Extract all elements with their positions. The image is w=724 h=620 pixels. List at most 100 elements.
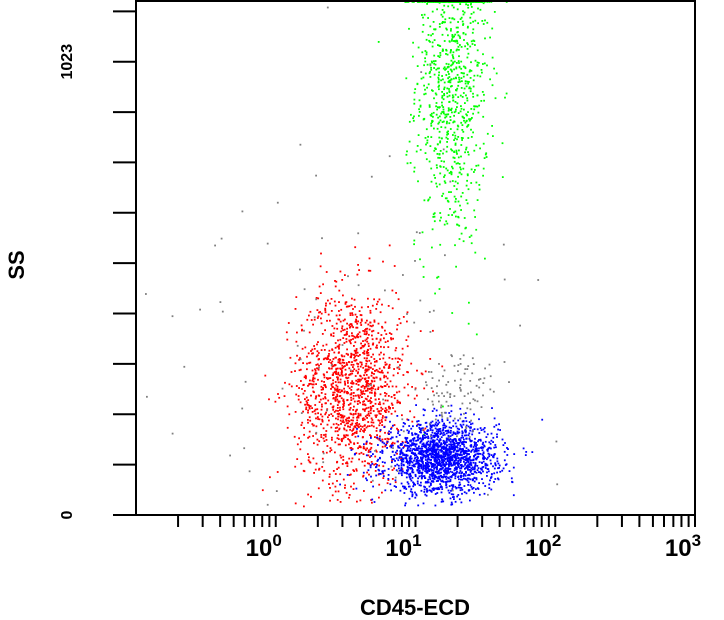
data-point xyxy=(437,106,439,109)
data-point xyxy=(454,101,457,103)
data-point xyxy=(421,14,423,16)
data-point xyxy=(301,388,303,390)
data-point xyxy=(459,386,461,389)
data-point xyxy=(444,453,447,456)
data-point xyxy=(411,476,414,479)
data-point xyxy=(307,352,310,355)
data-point xyxy=(310,495,312,498)
data-point xyxy=(456,470,458,473)
data-point xyxy=(450,69,453,72)
data-point xyxy=(486,448,489,451)
data-point xyxy=(314,404,317,406)
data-point xyxy=(409,455,412,458)
data-point xyxy=(335,388,338,391)
data-point xyxy=(454,445,457,448)
data-point xyxy=(423,118,425,120)
data-point xyxy=(334,398,337,401)
data-point xyxy=(370,389,373,392)
data-point xyxy=(418,484,421,487)
data-point xyxy=(440,13,443,16)
data-point xyxy=(440,450,443,453)
data-point xyxy=(338,362,341,364)
data-point xyxy=(294,362,297,365)
data-point xyxy=(339,320,342,323)
data-point xyxy=(460,436,463,439)
data-point xyxy=(355,348,358,350)
data-point xyxy=(451,485,454,488)
data-point xyxy=(445,452,447,454)
data-point xyxy=(345,362,348,364)
data-point xyxy=(358,452,361,455)
data-point xyxy=(408,473,410,476)
data-point xyxy=(383,426,386,428)
data-point xyxy=(358,400,360,402)
data-point xyxy=(444,443,446,446)
data-point xyxy=(321,457,324,460)
data-point xyxy=(326,6,329,9)
data-point xyxy=(424,454,426,457)
data-point xyxy=(501,469,504,472)
data-point xyxy=(316,343,318,346)
data-point xyxy=(451,312,454,314)
data-point xyxy=(450,410,453,413)
data-point xyxy=(352,338,354,340)
data-point xyxy=(358,378,361,381)
data-point xyxy=(370,362,372,365)
data-point xyxy=(368,387,371,390)
data-point xyxy=(438,445,441,448)
data-point xyxy=(341,440,343,443)
data-point xyxy=(454,459,457,462)
data-point xyxy=(303,288,306,291)
data-point xyxy=(375,337,378,340)
data-point xyxy=(455,466,457,468)
data-point xyxy=(400,457,403,460)
data-point xyxy=(333,391,336,394)
data-point xyxy=(438,468,441,471)
data-point xyxy=(440,500,443,503)
data-point xyxy=(442,427,445,429)
data-point xyxy=(368,359,371,362)
data-point xyxy=(391,469,394,471)
data-point xyxy=(355,394,357,397)
data-point xyxy=(350,323,353,325)
data-point xyxy=(413,437,416,439)
data-point xyxy=(421,477,423,479)
data-point xyxy=(383,469,386,472)
data-point xyxy=(439,483,442,485)
data-point xyxy=(454,422,457,425)
data-point xyxy=(378,412,381,415)
data-point xyxy=(462,92,465,94)
data-point xyxy=(459,448,462,451)
data-point xyxy=(446,450,449,452)
data-point xyxy=(330,334,333,337)
data-point xyxy=(336,430,339,433)
data-point xyxy=(336,395,339,398)
data-point xyxy=(449,475,452,478)
data-point xyxy=(473,467,476,469)
data-point xyxy=(330,388,332,390)
data-point xyxy=(339,381,342,384)
data-point xyxy=(441,21,444,23)
data-point xyxy=(360,361,363,364)
data-point xyxy=(384,409,386,412)
data-point xyxy=(449,435,452,438)
data-point xyxy=(355,430,358,433)
data-point xyxy=(431,45,434,48)
data-point xyxy=(398,446,401,449)
data-point xyxy=(349,473,352,476)
data-point xyxy=(465,466,468,468)
data-point xyxy=(294,502,297,505)
data-point xyxy=(440,475,443,478)
data-point xyxy=(351,332,353,335)
data-point xyxy=(367,469,370,472)
data-point xyxy=(332,394,334,396)
data-point xyxy=(401,418,404,421)
data-point xyxy=(343,427,345,430)
data-point xyxy=(428,311,431,313)
data-point xyxy=(389,407,391,409)
data-point xyxy=(436,471,439,473)
data-point xyxy=(314,371,317,374)
data-point xyxy=(324,413,327,416)
data-point xyxy=(334,485,337,488)
data-point xyxy=(433,443,436,446)
